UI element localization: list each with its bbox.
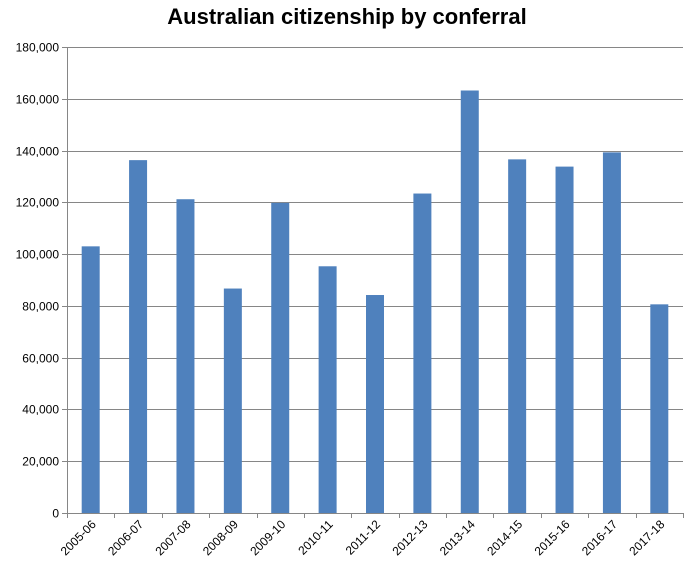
bar-2010-11	[318, 266, 337, 513]
x-tick-label: 2013-14	[437, 517, 478, 558]
y-tick-label: 140,000	[16, 145, 60, 159]
y-tick-label: 40,000	[22, 403, 59, 417]
x-tick-label: 2007-08	[153, 517, 194, 558]
y-tick-label: 160,000	[16, 93, 60, 107]
bar-2011-12	[366, 295, 384, 513]
bar-2005-06	[81, 246, 100, 513]
y-tick-label: 180,000	[16, 41, 60, 55]
y-tick-label: 20,000	[22, 455, 59, 469]
y-tick-label: 60,000	[22, 352, 59, 366]
bar-2007-08	[176, 199, 195, 513]
axes	[62, 47, 684, 518]
bar-2015-16	[555, 166, 574, 513]
x-tick-label: 2015-16	[532, 517, 573, 558]
x-tick-label: 2016-17	[579, 517, 620, 558]
y-tick-label: 80,000	[22, 300, 59, 314]
x-tick-label: 2008-09	[200, 517, 241, 558]
x-tick-labels: 2005-06 2006-07 2007-08 2008-09 2009-10 2010-…	[58, 517, 668, 558]
bar-2016-17	[602, 152, 621, 513]
x-tick-label: 2017-18	[626, 517, 667, 558]
bar-2009-10	[271, 202, 290, 513]
bars	[81, 90, 669, 513]
x-tick-label: 2011-12	[343, 517, 384, 558]
y-tick-label: 100,000	[16, 248, 60, 262]
bar-2017-18	[650, 304, 669, 513]
x-tick-label: 2005-06	[58, 517, 99, 558]
x-tick-label: 2010-11	[295, 517, 336, 558]
bar-2012-13	[413, 193, 432, 513]
chart-title: Australian citizenship by conferral	[167, 4, 527, 29]
bar-2013-14	[460, 90, 479, 513]
y-tick-label: 0	[52, 507, 59, 521]
x-tick-label: 2012-13	[389, 517, 430, 558]
bar-2008-09	[223, 288, 242, 513]
bar-2006-07	[129, 160, 148, 513]
bar-2014-15	[508, 159, 527, 513]
y-tick-label: 120,000	[16, 196, 60, 210]
x-tick-label: 2009-10	[247, 517, 288, 558]
y-tick-labels: 0 20,000 40,000 60,000 80,000 100,000 120,000 1…	[16, 41, 60, 521]
x-tick-label: 2006-07	[105, 517, 146, 558]
x-tick-label: 2014-15	[484, 517, 525, 558]
